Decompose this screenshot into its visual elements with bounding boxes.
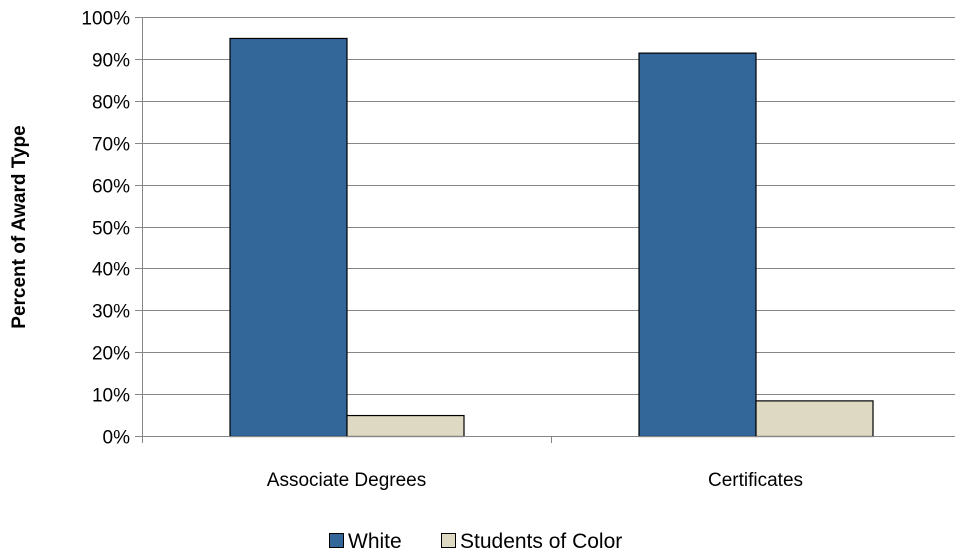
tick-labels: 0% 10% 20% 30% 40% 50% 60% 70% 80% 90% 100% Associa… (81, 9, 803, 492)
y-tick-label: 80% (92, 93, 130, 114)
y-tick-label: 30% (92, 302, 130, 323)
x-tick-label: Certificates (708, 470, 803, 491)
y-tick-label: 40% (92, 260, 130, 281)
y-axis-title: Percent of Award Type (9, 125, 30, 328)
y-tick-label: 70% (92, 135, 130, 156)
y-tick-label: 0% (103, 428, 131, 449)
legend: White Students of Color (329, 530, 622, 553)
y-tick-label: 100% (81, 9, 130, 30)
bar-students-of-color (755, 400, 874, 438)
bar-white (229, 37, 348, 438)
x-tick-label: Associate Degrees (267, 470, 426, 491)
bars (229, 37, 874, 438)
y-tick-label: 20% (92, 344, 130, 365)
legend-swatch (441, 533, 456, 548)
y-tick-label: 60% (92, 177, 130, 198)
bar-students-of-color (346, 414, 465, 438)
legend-label: Students of Color (460, 530, 622, 553)
y-tick-label: 90% (92, 51, 130, 72)
legend-label: White (348, 530, 402, 553)
axes (135, 17, 955, 443)
bar-white (638, 52, 757, 438)
legend-swatch (329, 533, 344, 548)
y-tick-label: 10% (92, 386, 130, 407)
y-tick-label: 50% (92, 219, 130, 240)
